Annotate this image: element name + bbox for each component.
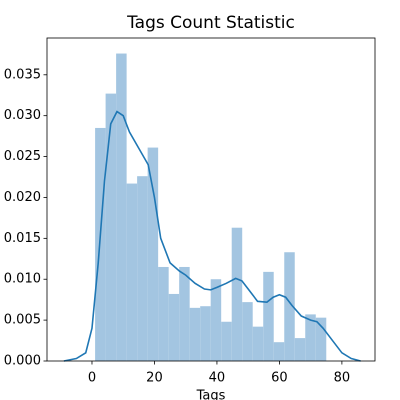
axes-frame: [46, 37, 376, 362]
bar: [294, 338, 306, 361]
chart-title: Tags Count Statistic: [126, 13, 295, 33]
bar: [105, 93, 117, 361]
y-tick-label: 0.005: [4, 313, 41, 328]
bar: [126, 183, 138, 361]
bar: [137, 176, 148, 361]
x-tick-label: 0: [88, 371, 96, 386]
bar: [168, 293, 180, 361]
x-tick-label: 40: [209, 371, 226, 386]
bar: [242, 302, 253, 361]
bar: [158, 266, 169, 361]
y-tick-label: 0.020: [4, 190, 41, 205]
y-tick-label: 0.035: [4, 67, 41, 82]
y-tick-label: 0.030: [4, 108, 41, 123]
bar: [315, 317, 327, 361]
bar: [200, 306, 211, 361]
bar: [231, 227, 243, 361]
y-tick-label: 0.000: [4, 354, 41, 369]
bar: [284, 252, 295, 361]
bar: [147, 147, 159, 361]
x-tick-label: 60: [271, 371, 288, 386]
bar: [189, 307, 201, 361]
bar: [252, 326, 264, 361]
y-tick-label: 0.025: [4, 149, 41, 164]
x-tick-label: 20: [146, 371, 163, 386]
bar: [116, 53, 127, 361]
bar: [305, 314, 316, 361]
x-tick-label: 80: [334, 371, 351, 386]
bar: [179, 266, 190, 361]
y-tick-label: 0.015: [4, 231, 41, 246]
bar: [221, 321, 232, 361]
kde-line: [63, 110, 361, 362]
x-axis-label: Tags: [196, 389, 226, 400]
bar: [210, 279, 222, 361]
y-tick-label: 0.010: [4, 272, 41, 287]
bar: [273, 342, 285, 361]
bar: [263, 271, 274, 361]
